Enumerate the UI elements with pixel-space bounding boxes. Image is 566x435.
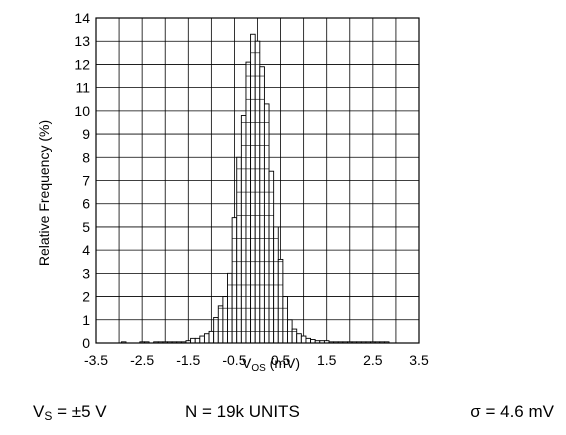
y-tick-label: 6 <box>82 196 90 212</box>
histogram-bar <box>199 335 205 344</box>
histogram-bar <box>227 272 233 344</box>
x-tick-label: -1.5 <box>176 352 200 368</box>
vs-value: = ±5 V <box>52 402 107 421</box>
y-tick-label: 5 <box>82 219 90 235</box>
histogram-bar <box>231 217 238 344</box>
bar-body <box>305 337 312 344</box>
vs-main: V <box>33 402 45 421</box>
histogram-bar <box>240 115 247 344</box>
histogram-bar <box>263 103 270 344</box>
y-tick-label: 4 <box>82 242 90 258</box>
sigma-label: σ = 4.6 mV <box>470 402 554 421</box>
x-axis-label-unit: (mV) <box>266 355 300 371</box>
histogram-bar <box>291 328 298 344</box>
bar-body <box>245 61 252 344</box>
y-tick-label: 8 <box>82 149 90 165</box>
bar-body <box>190 337 196 344</box>
histogram-bar <box>236 156 242 344</box>
y-tick-label: 7 <box>82 173 90 189</box>
histogram-bar <box>273 226 279 344</box>
x-tick-label: 2.5 <box>363 352 383 368</box>
plot-frame <box>95 17 420 344</box>
histogram-bar <box>222 296 228 344</box>
bar-body <box>208 330 215 344</box>
y-tick-label: 14 <box>74 10 90 26</box>
y-tick-label: 9 <box>82 126 90 142</box>
y-tick-label: 12 <box>74 56 90 72</box>
histogram-bar <box>259 66 265 344</box>
x-tick-labels: -3.5 -2.5 -1.5 -0.5 0.5 1.5 2.5 3.5 <box>84 352 429 368</box>
y-tick-label: 3 <box>82 265 90 281</box>
bar-body <box>194 337 201 344</box>
histogram-bar <box>277 258 284 344</box>
bar-body <box>263 103 270 344</box>
histogram-bar <box>203 333 210 344</box>
bar-body <box>203 333 210 344</box>
y-tick-label: 13 <box>74 33 90 49</box>
x-tick-label: 3.5 <box>409 352 429 368</box>
y-tick-label: 10 <box>74 103 90 119</box>
x-tick-label: -0.5 <box>222 352 246 368</box>
bar-body <box>296 333 302 344</box>
vs-subscript: S <box>44 409 53 423</box>
y-axis-label: Relative Frequency (%) <box>36 120 52 266</box>
bar-body <box>213 317 219 344</box>
y-tick-label: 0 <box>82 335 90 351</box>
x-tick-label: -3.5 <box>84 352 108 368</box>
y-tick-label: 2 <box>82 289 90 305</box>
histogram-bar <box>194 337 201 344</box>
histogram-bar <box>208 330 215 344</box>
histogram-bar <box>250 33 256 344</box>
x-tick-label: 1.5 <box>317 352 337 368</box>
x-axis-label: VOS (mV) <box>242 355 300 374</box>
histogram-bar <box>282 296 288 344</box>
histogram-bar <box>287 319 293 344</box>
bar-body <box>231 217 238 344</box>
histogram-bar <box>217 305 224 344</box>
histogram-bar <box>300 335 307 344</box>
sample-count-label: N = 19k UNITS <box>185 402 300 421</box>
y-tick-label: 11 <box>75 80 90 96</box>
y-tick-label: 1 <box>82 312 90 328</box>
bar-body <box>268 170 275 344</box>
x-axis-label-main: V <box>242 355 252 371</box>
bar-body <box>259 66 265 344</box>
x-tick-label: 0.5 <box>271 352 291 368</box>
bar-body <box>277 258 284 344</box>
histogram-bar <box>305 337 312 344</box>
histogram-bar <box>190 337 196 344</box>
bar-body <box>240 115 247 344</box>
supply-voltage-label: VS = ±5 V <box>33 399 107 425</box>
x-tick-label: -2.5 <box>130 352 154 368</box>
histogram-bar <box>254 40 261 344</box>
bar-body <box>217 305 224 344</box>
bar-body <box>300 335 307 344</box>
histogram-bar <box>213 317 219 344</box>
bar-body <box>199 335 205 344</box>
histogram-bar <box>296 333 302 344</box>
histogram-bar <box>245 61 252 344</box>
x-axis-label-subscript: OS <box>251 363 266 374</box>
histogram-bar <box>268 170 275 344</box>
